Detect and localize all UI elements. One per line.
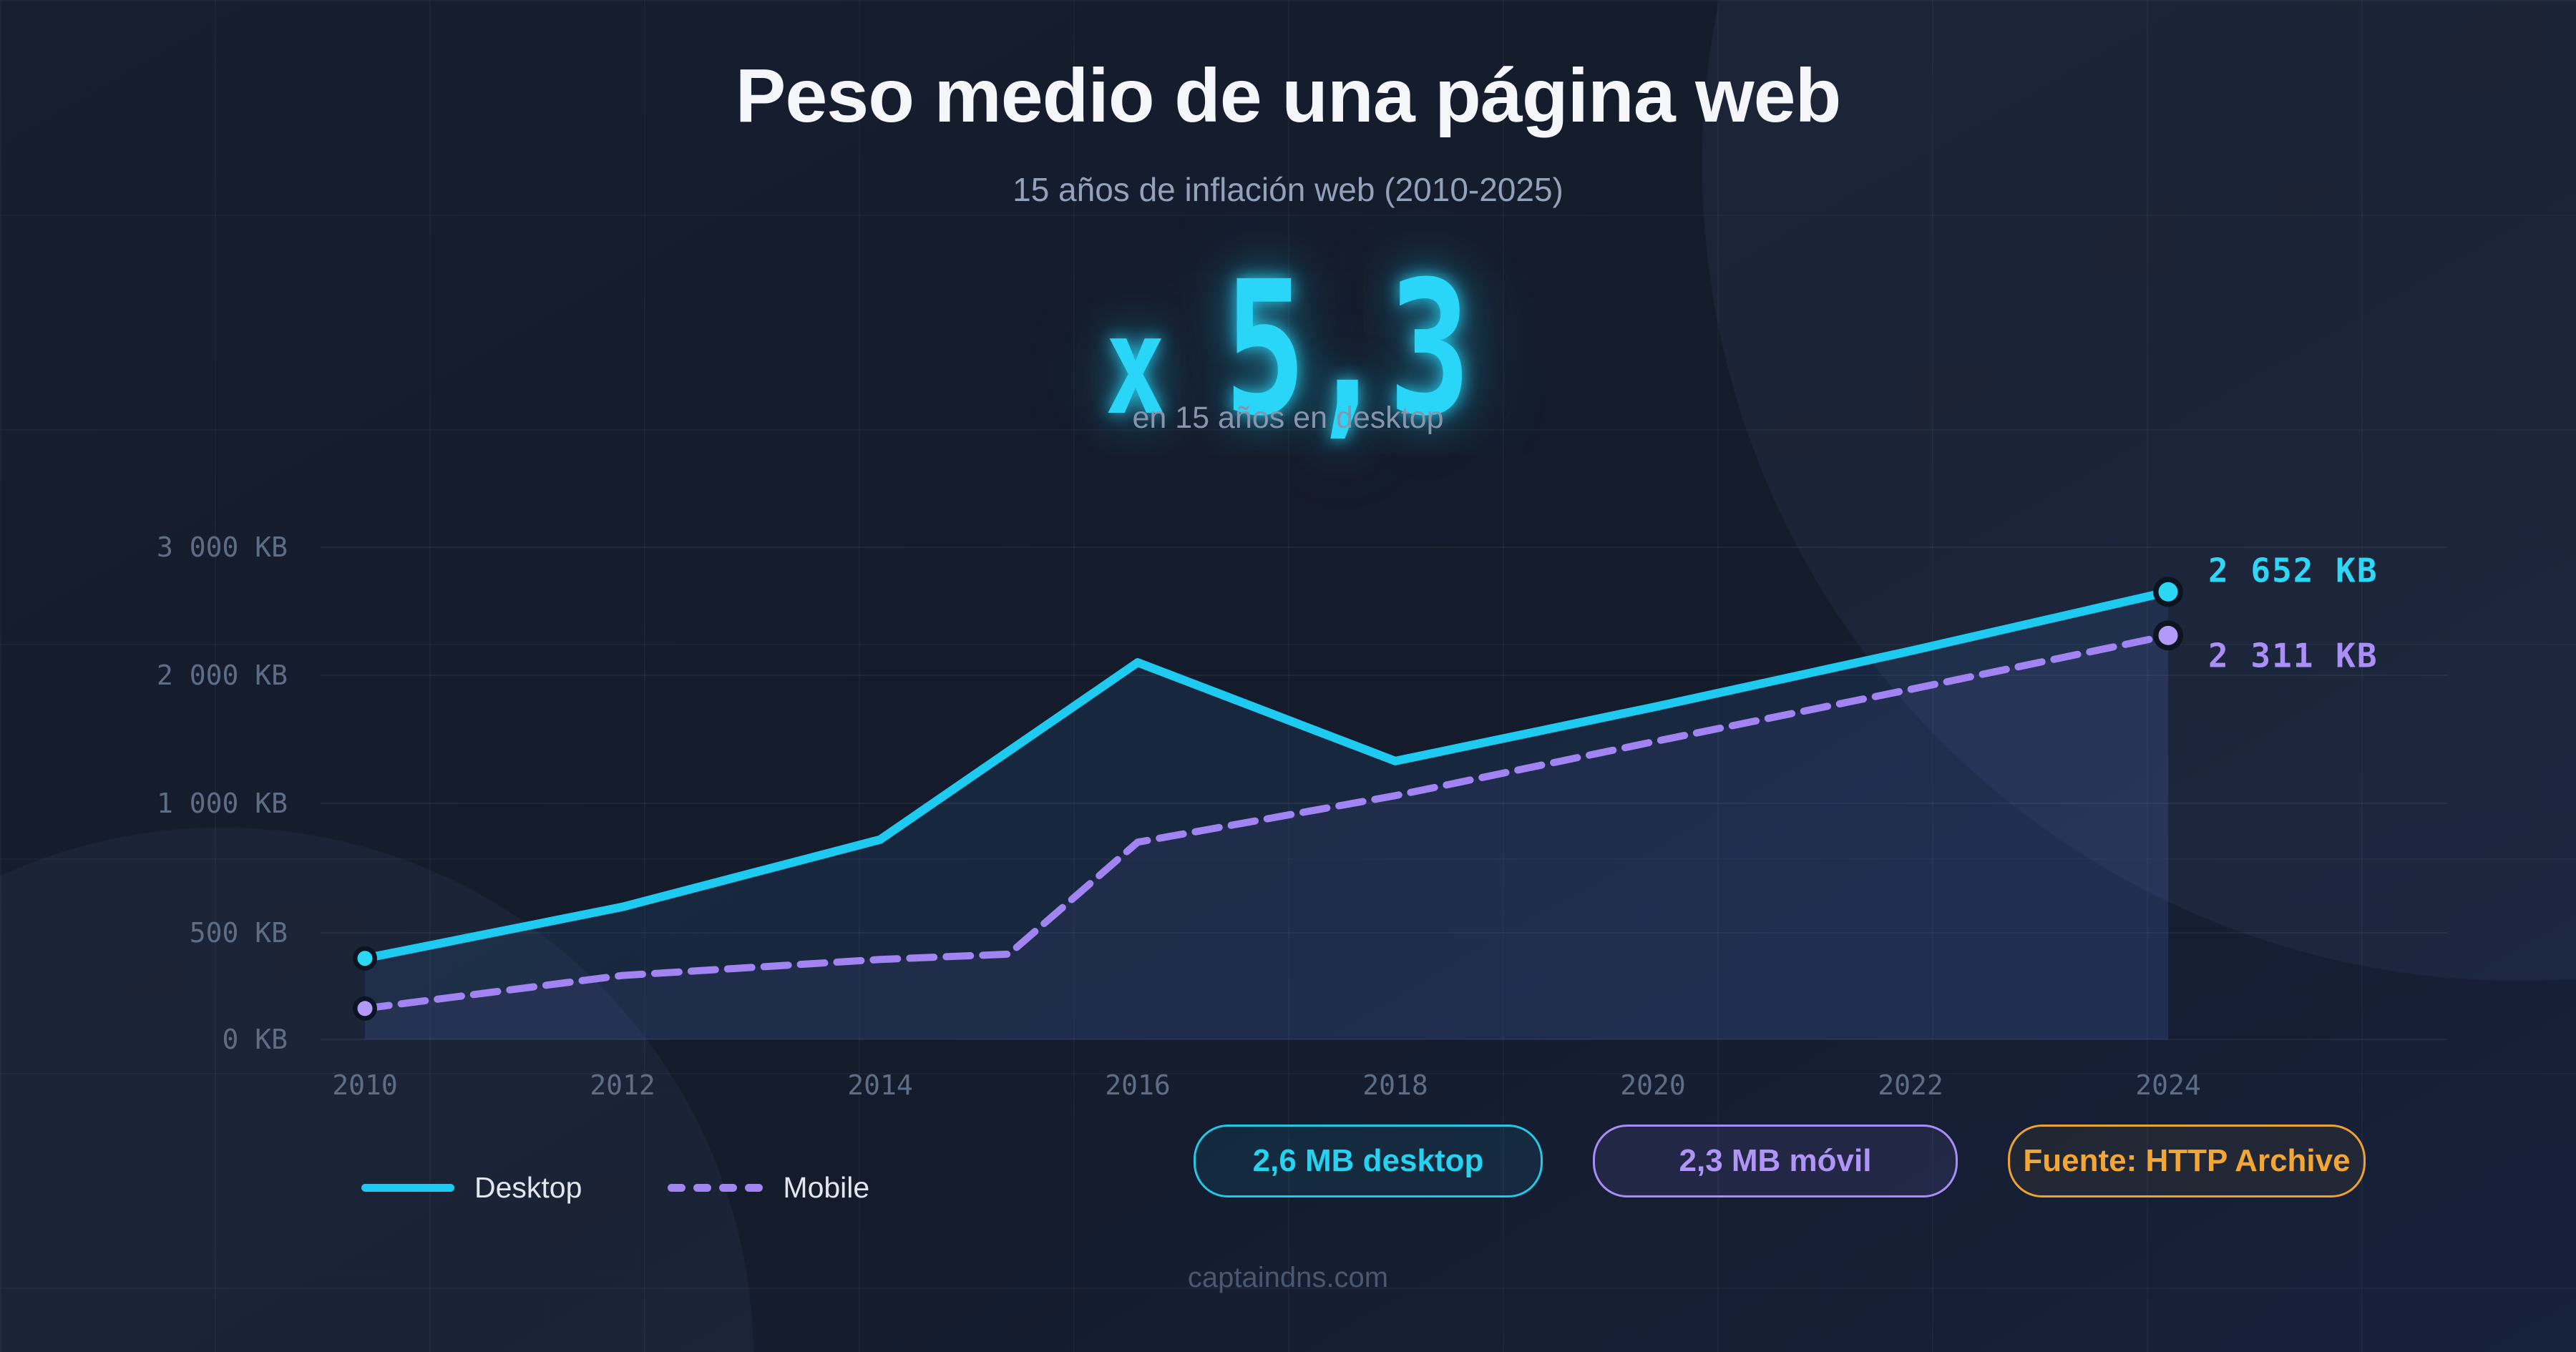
footer: captaindns.com [0, 1262, 2576, 1294]
legend: Desktop Mobile [361, 1171, 869, 1205]
y-tick-label: 3 000 KB [156, 532, 288, 563]
x-tick-label: 2010 [332, 1069, 398, 1101]
y-tick-label: 1 000 KB [156, 788, 288, 819]
series-dots [353, 577, 2183, 1021]
legend-item-mobile: Mobile [668, 1171, 869, 1205]
mobile-end-value-label: 2 311 KB [2208, 636, 2379, 675]
legend-label: Mobile [783, 1171, 870, 1204]
badge-2: Fuente: HTTP Archive [2008, 1125, 2366, 1197]
series-lines [361, 587, 2172, 1012]
legend-item-desktop: Desktop [361, 1171, 582, 1205]
multiplier-prefix: x [1105, 287, 1166, 445]
page-subtitle: 15 años de inflación web (2010-2025) [1013, 171, 1563, 208]
legend-label: Desktop [474, 1171, 582, 1204]
y-tick-label: 2 000 KB [156, 660, 288, 691]
mobile-swatch-icon [668, 1184, 763, 1192]
desktop-end-value-label: 2 652 KB [2208, 551, 2379, 589]
desktop-swatch-icon [361, 1184, 454, 1192]
y-tick-label: 0 KB [222, 1024, 288, 1055]
mobile-start-dot [357, 1001, 373, 1017]
mobile-area [365, 635, 2168, 1039]
y-gridlines [321, 547, 2447, 1040]
x-tick-label: 2014 [847, 1069, 913, 1101]
site-link[interactable]: captaindns.com [1187, 1262, 1389, 1293]
x-tick-label: 2012 [590, 1069, 655, 1101]
x-tick-label: 2024 [2135, 1069, 2201, 1101]
growth-multiplier: x 5,3 [335, 242, 2241, 456]
y-tick-label: 500 KB [189, 917, 288, 949]
desktop-line [361, 587, 2172, 963]
x-tick-label: 2016 [1105, 1069, 1171, 1101]
mobile-end-dot [2158, 625, 2178, 645]
x-tick-label: 2022 [1878, 1069, 1943, 1101]
desktop-start-dot [357, 951, 373, 966]
badge-0: 2,6 MB desktop [1194, 1125, 1543, 1197]
page-title: Peso medio de una página web [735, 54, 1842, 138]
multiplier-value: 5,3 [1224, 242, 1471, 456]
desktop-end-dot [2158, 582, 2178, 602]
multiplier-caption: en 15 años en desktop [1132, 401, 1444, 435]
x-tick-label: 2020 [1620, 1069, 1686, 1101]
x-tick-label: 2018 [1362, 1069, 1428, 1101]
mobile-line [361, 632, 2172, 1012]
badge-1: 2,3 MB móvil [1593, 1125, 1958, 1197]
